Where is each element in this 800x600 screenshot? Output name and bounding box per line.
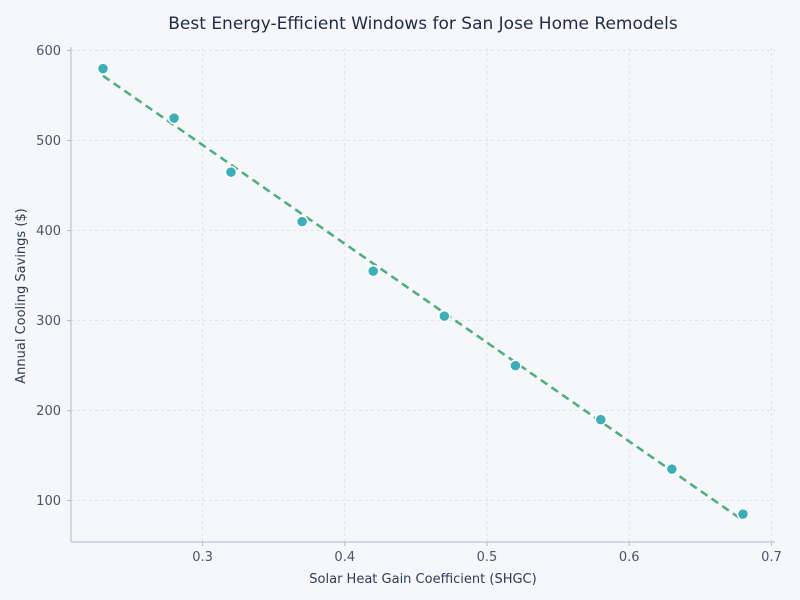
y-tick-label-3: 400 [36,224,61,239]
y-tick-label-1: 200 [36,404,61,419]
axis-layer: 0.3 0.4 0.5 0.6 0.7 100 200 300 400 500 600 [36,44,782,565]
x-axis-label: Solar Heat Gain Coefficient (SHGC) [309,572,536,587]
grid-layer [71,47,775,542]
y-tick-label-0: 100 [36,494,61,509]
y-tick-label-2: 300 [36,314,61,329]
data-point-9 [736,507,750,521]
y-axis-label: Annual Cooling Savings ($) [14,208,29,384]
x-tick-label-3: 0.6 [619,550,640,565]
trend-layer [102,74,744,522]
y-tick-label-4: 500 [36,134,61,149]
trend-line [102,74,744,522]
data-point-6 [509,359,522,372]
data-point-3 [295,215,309,228]
x-tick-label-2: 0.5 [477,550,498,565]
chart-title: Best Energy-Efficient Windows for San Jo… [168,14,678,34]
data-point-8 [665,462,679,476]
y-tick-label-5: 600 [36,44,61,59]
data-point-1 [167,111,181,125]
data-point-4 [366,264,380,278]
x-tick-label-1: 0.4 [334,550,355,565]
data-point-7 [594,413,608,426]
data-point-5 [438,309,451,323]
x-tick-label-4: 0.7 [761,550,782,565]
data-point-0 [96,62,110,75]
data-point-2 [224,165,238,179]
point-layer [96,62,750,521]
x-tick-label-0: 0.3 [192,550,213,565]
